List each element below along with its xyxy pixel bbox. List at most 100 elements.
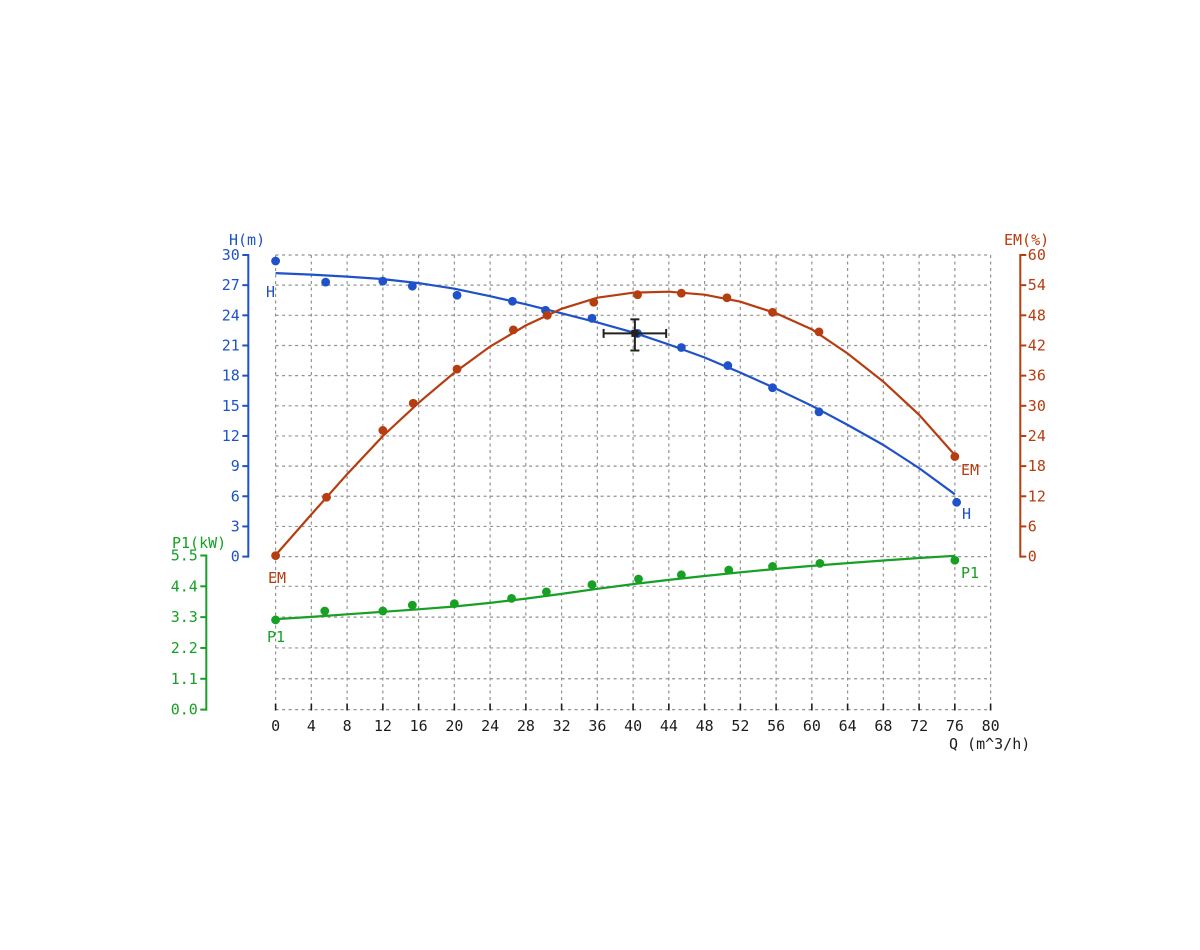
tick-label: 9	[231, 457, 240, 475]
axis-Q: 0 4 8 12 16 20 24 28 32 36 40 44 48 52 56 60 64 68 72 76 80Q…	[271, 703, 1030, 753]
data-point-H	[723, 361, 733, 370]
axis-title-H: H(m)	[229, 231, 265, 249]
tick-label: 12	[1028, 487, 1046, 505]
data-point-P1	[407, 600, 417, 610]
data-point-EM	[322, 492, 331, 502]
tick-label: 12	[222, 427, 240, 445]
tick-label: 3.3	[171, 608, 198, 626]
tick-label: 6	[231, 487, 240, 505]
data-point-H	[508, 296, 517, 306]
tick-label: 3	[231, 517, 240, 535]
tick-label: 6	[1028, 517, 1037, 535]
data-point-P1	[724, 565, 734, 575]
data-point-H	[676, 343, 686, 352]
fit-curve-H	[275, 272, 956, 496]
tick-label: 60	[803, 717, 821, 735]
tick-label: 32	[553, 717, 571, 735]
data-point-EM	[271, 551, 280, 560]
tick-label: 24	[481, 717, 499, 735]
tick-label: 20	[445, 717, 463, 735]
tick-label: 28	[517, 717, 535, 735]
fit-curve-P1	[275, 554, 955, 621]
tick-label: 52	[731, 717, 749, 735]
duty-point-marker[interactable]	[602, 318, 668, 352]
tick-label: 54	[1028, 276, 1046, 294]
tick-label: 18	[1028, 457, 1046, 475]
tick-label: 8	[343, 717, 352, 735]
tick-label: 16	[410, 717, 428, 735]
data-point-P1	[587, 580, 597, 590]
data-point-P1	[378, 606, 388, 616]
data-point-EM	[408, 398, 418, 408]
tick-label: 15	[222, 397, 240, 415]
tick-label: 0	[231, 548, 240, 566]
tick-label: 80	[982, 717, 1000, 735]
tick-label: 12	[374, 717, 392, 735]
series-P1: P1 P1	[267, 554, 979, 646]
data-point-H	[952, 497, 962, 507]
tick-label: 5.5	[171, 547, 198, 565]
tick-label: 27	[222, 276, 240, 294]
data-point-H	[271, 256, 280, 266]
duty-point-center[interactable]	[631, 329, 639, 337]
data-point-EM	[378, 426, 388, 435]
data-point-EM	[814, 327, 824, 337]
tick-label: 24	[222, 306, 240, 324]
data-point-EM	[722, 293, 732, 303]
data-point-P1	[950, 555, 960, 565]
data-point-P1	[768, 562, 777, 571]
grid	[275, 254, 992, 711]
tick-label: 0	[1028, 548, 1037, 566]
tick-label: 56	[767, 717, 785, 735]
tick-label: 76	[946, 717, 964, 735]
tick-label: 18	[222, 367, 240, 385]
tick-label: 21	[222, 336, 240, 354]
tick-label: 0	[271, 717, 280, 735]
tick-label: 0.0	[171, 701, 198, 719]
data-point-EM	[542, 310, 552, 320]
tick-label: 24	[1028, 427, 1046, 445]
data-point-H	[452, 290, 462, 300]
data-point-H	[378, 276, 388, 286]
data-point-P1	[449, 599, 459, 609]
data-point-H	[768, 383, 777, 393]
data-point-H	[814, 407, 824, 417]
data-point-H	[587, 313, 597, 323]
tick-label: 36	[1028, 367, 1046, 385]
data-point-EM	[950, 452, 960, 461]
tick-label: 4.4	[171, 577, 198, 595]
tick-label: 42	[1028, 336, 1046, 354]
curve-label-EM-end: EM	[961, 461, 979, 479]
data-point-EM	[508, 325, 518, 335]
data-point-H	[407, 281, 417, 291]
curve-label-H-start: H	[266, 283, 275, 301]
tick-label: 30	[1028, 397, 1046, 415]
tick-label: 60	[1028, 246, 1046, 264]
data-point-EM	[768, 307, 777, 317]
fit-curve-EM	[274, 290, 956, 556]
tick-label: 68	[874, 717, 892, 735]
data-point-P1	[676, 570, 686, 580]
axis-title-EM: EM(%)	[1004, 231, 1049, 249]
data-point-P1	[815, 558, 825, 568]
curve-label-P1-start: P1	[267, 628, 285, 646]
tick-label: 36	[588, 717, 606, 735]
tick-label: 44	[660, 717, 678, 735]
data-point-P1	[320, 606, 330, 616]
data-point-EM	[589, 297, 599, 307]
data-point-EM	[676, 288, 686, 298]
data-point-EM	[452, 364, 462, 374]
data-point-P1	[507, 593, 516, 603]
curve-label-P1-end: P1	[961, 564, 979, 582]
curve-label-H-end: H	[962, 505, 971, 523]
tick-label: 72	[910, 717, 928, 735]
tick-label: 48	[1028, 306, 1046, 324]
data-point-P1	[634, 574, 643, 584]
data-point-P1	[542, 587, 551, 597]
axis-title-P1: P1(kW)	[172, 534, 226, 552]
axis-title-Q: Q (m^3/h)	[949, 735, 1030, 753]
